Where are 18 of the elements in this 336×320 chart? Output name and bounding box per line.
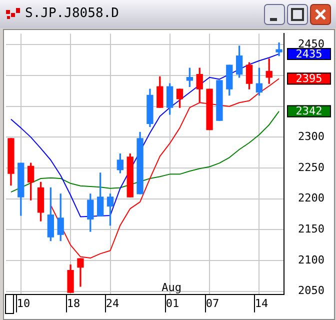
y-tick-label: 2050 <box>298 284 324 298</box>
data-label: 2435 <box>296 47 322 60</box>
x-tick-label: 01 <box>166 296 180 310</box>
annotation: Aug <box>162 280 182 294</box>
y-tick-label: 2150 <box>298 222 324 236</box>
data-label: 2342 <box>296 104 322 118</box>
x-tick-label: 18 <box>66 296 80 310</box>
x-tick-label: 14 <box>254 296 268 310</box>
data-label: 2395 <box>296 72 322 85</box>
chart-title: S.JP.J8058.D <box>25 6 119 21</box>
candlestick <box>276 42 282 56</box>
y-tick-label: 2100 <box>298 253 324 266</box>
x-tick-label: 24 <box>106 296 120 310</box>
x-tick-label: 10 <box>16 296 30 310</box>
y-tick-label: 2250 <box>298 160 324 174</box>
y-tick-label: 2300 <box>298 130 324 144</box>
x-tick-label: 07 <box>206 296 220 310</box>
y-tick-label: 2200 <box>298 192 324 205</box>
